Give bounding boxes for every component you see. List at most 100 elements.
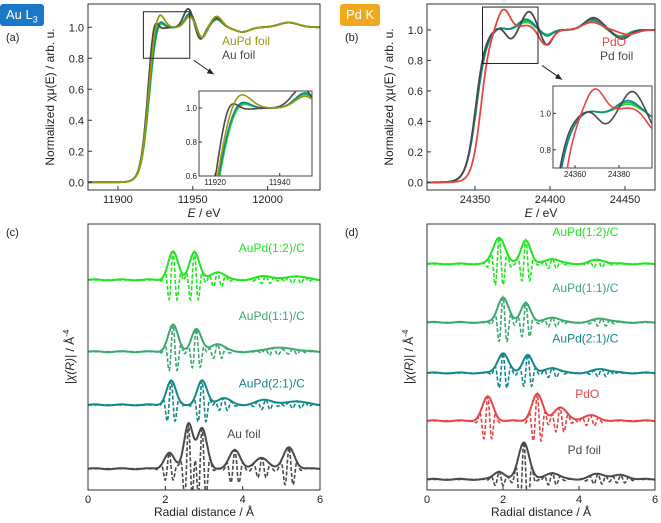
inset-x-tick-label-b: 24380 — [608, 170, 631, 179]
plot-frame-a — [87, 3, 321, 191]
x-tick-label-a: 11950 — [178, 194, 208, 206]
y-axis-label-a: Normalized χμ(E) / arb. u. — [43, 28, 57, 165]
series-label-d-pdo: PdO — [575, 387, 599, 401]
y-tick-label-b: 0.0 — [408, 177, 423, 189]
series-mag-d-pdo — [427, 392, 655, 423]
x-tick-label-a: 11900 — [103, 194, 133, 206]
y-axis-label-c: |χ(R)| / Å-4 — [62, 329, 77, 384]
inset-line-b-aupd-2-1-c — [560, 99, 652, 168]
inset-frame-b — [552, 85, 653, 169]
y-axis-label-d: |χ(R)| / Å-4 — [401, 329, 416, 384]
inset-x-tick-label-a: 11940 — [269, 178, 291, 187]
series-label-d-pd-foil: Pd foil — [568, 443, 601, 457]
panel-label-c: (c) — [6, 227, 19, 239]
x-tick-label-c: 0 — [85, 494, 91, 506]
series-mag-c-au-foil — [88, 422, 320, 471]
y-tick-label-a: 1.0 — [69, 22, 84, 34]
x-tick-label-d: 4 — [576, 494, 582, 506]
x-tick-label-b: 24450 — [610, 194, 641, 206]
x-tick-label-c: 6 — [317, 494, 323, 506]
panel-d: (d) AuPd(1:2)/C AuPd(1:1)/C AuPd(2:1)/C PdO P… — [345, 223, 658, 519]
x-tick-label-a: 12000 — [252, 194, 283, 206]
series-label-c-aupd-1-2-c: AuPd(1:2)/C — [239, 241, 305, 255]
x-axis-label-a: E / eV — [188, 206, 221, 220]
x-axis-label-b: E / eV — [525, 206, 558, 220]
plot-frame-b — [426, 3, 656, 191]
series-mag-c-aupd-2-1-c — [88, 379, 320, 407]
series-mag-c-aupd-1-1-c — [88, 323, 320, 354]
panel-label-d: (d) — [345, 227, 358, 239]
y-axis-label-b: Normalized χμ(E) / arb. u. — [382, 28, 396, 165]
badge-au-l3-text: Au L — [6, 7, 33, 22]
series-mag-c-aupd-1-2-c — [88, 250, 320, 282]
inset-y-tick-label-b: 1.0 — [540, 109, 552, 118]
zoom-arrow-head-b — [555, 73, 562, 80]
inset-series-group-b — [559, 88, 652, 168]
series-mag-d-pd-foil — [427, 441, 655, 481]
x-axis-label-c: Radial distance / Å — [154, 504, 254, 519]
legend-entry-a: AuPd foil — [222, 34, 270, 48]
y-tick-label-a: 0.4 — [69, 115, 84, 127]
inset-line-a-aupd-foil — [216, 93, 312, 176]
x-tick-label-d: 6 — [652, 494, 658, 506]
series-label-d-aupd-1-2-c: AuPd(1:2)/C — [552, 225, 618, 239]
y-tick-label-b: 0.2 — [408, 147, 423, 159]
x-tick-label-c: 4 — [240, 494, 246, 506]
series-mag-d-aupd-1-1-c — [427, 296, 655, 324]
panel-b: (b) 24350 24400 24450 0.0 0.2 0.4 0.6 0.8 1.0 E / … — [345, 3, 656, 220]
inset-x-tick-label-b: 24360 — [564, 170, 587, 179]
series-line-b-pd-foil — [427, 10, 655, 184]
inset-line-a-au-foil — [214, 91, 312, 176]
series-line-a-aupd-foil — [88, 14, 320, 184]
plot-frame-d — [426, 223, 656, 491]
y-tick-label-b: 0.4 — [408, 116, 423, 128]
panel-label-a: (a) — [6, 32, 19, 44]
inset-line-a-aupd-2-1-c — [217, 92, 312, 176]
series-label-d-aupd-2-1-c: AuPd(2:1)/C — [552, 331, 618, 345]
legend-entry-b: PdO — [602, 35, 626, 49]
badge-au-l3: Au L3 — [0, 4, 44, 26]
y-tick-label-a: 0.0 — [69, 177, 84, 189]
panel-a: (a) 11900 11950 12000 0.0 0.2 0.4 0.6 0.8 1.0 E / … — [6, 3, 321, 220]
x-tick-label-c: 2 — [162, 494, 168, 506]
x-tick-label-b: 24350 — [460, 194, 491, 206]
inset-line-b-pdo — [566, 88, 652, 168]
x-tick-label-d: 2 — [500, 494, 506, 506]
inset-y-tick-label-a: 0.6 — [186, 172, 198, 181]
series-group-a — [88, 8, 320, 184]
series-label-c-au-foil: Au foil — [227, 427, 260, 441]
series-mag-d-aupd-1-2-c — [427, 236, 655, 266]
panel-c: (c) AuPd(1:2)/C AuPd(1:1)/C AuPd(2:1)/C Au f… — [6, 223, 323, 519]
series-group-d — [427, 234, 655, 490]
series-group-b — [427, 8, 655, 184]
x-tick-label-b: 24400 — [535, 194, 566, 206]
badge-pd-k: Pd K — [340, 4, 381, 26]
inset-line-b-pd-foil — [559, 90, 652, 168]
legend-entry-b: Pd foil — [600, 49, 633, 63]
series-label-d-aupd-1-1-c: AuPd(1:1)/C — [552, 281, 618, 295]
zoom-arrow-head-a — [206, 68, 214, 75]
legend-entry-a: Au foil — [222, 48, 255, 62]
panel-label-b: (b) — [345, 32, 358, 44]
series-line-b-pdo — [427, 8, 655, 184]
y-tick-label-b: 1.0 — [408, 25, 423, 37]
x-axis-label-d: Radial distance / Å — [491, 504, 591, 519]
series-group-c — [88, 249, 320, 490]
inset-y-tick-label-b: 0.8 — [540, 146, 552, 155]
inset-x-tick-label-a: 11920 — [204, 178, 226, 187]
series-imag-d-aupd-1-1-c — [427, 295, 655, 343]
y-tick-label-a: 0.8 — [69, 53, 84, 65]
y-tick-label-b: 0.6 — [408, 86, 423, 98]
y-tick-label-b: 0.8 — [408, 55, 423, 67]
x-tick-label-d: 0 — [424, 494, 430, 506]
y-tick-label-a: 0.6 — [69, 84, 84, 96]
plot-frame-c — [87, 223, 321, 491]
zoom-box-b — [482, 6, 539, 64]
y-tick-label-a: 0.2 — [69, 146, 84, 158]
inset-y-tick-label-a: 0.8 — [186, 138, 198, 147]
zoom-box-a — [142, 11, 191, 59]
series-mag-d-aupd-2-1-c — [427, 352, 655, 375]
badge-au-l3-subscript: 3 — [32, 14, 38, 25]
inset-y-tick-label-a: 1.0 — [186, 104, 198, 113]
